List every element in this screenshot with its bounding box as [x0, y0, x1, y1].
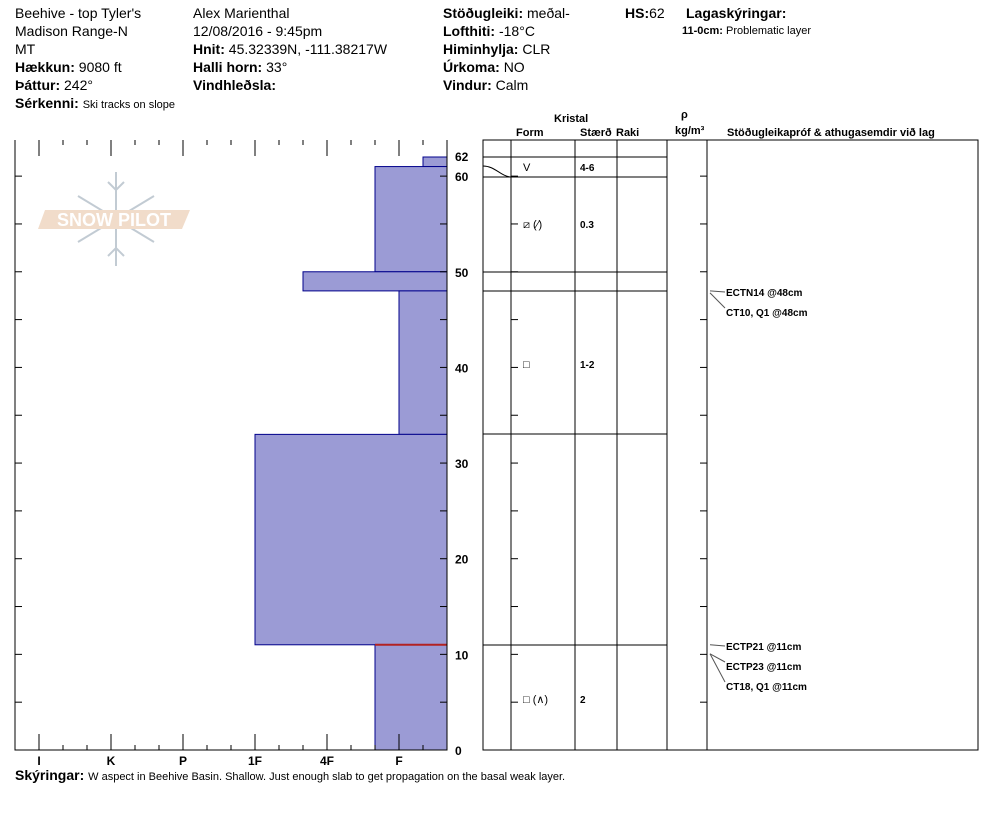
crystal-size: 1-2	[580, 360, 595, 371]
x-tick-label: 4F	[320, 754, 334, 768]
stability-test: ECTN14 @48cm	[726, 288, 803, 299]
air-temp: -18°C	[498, 23, 535, 39]
hardness-bar	[422, 156, 448, 168]
hardness-bar	[302, 271, 448, 292]
y-tick-label: 62	[455, 150, 469, 164]
crystal-size: 0.3	[580, 220, 594, 231]
tests-header: Stöðugleikapróf & athugasemdir við lag	[727, 127, 935, 139]
test-arrow	[709, 653, 726, 663]
footer-text: W aspect in Beehive Basin. Shallow. Just…	[88, 771, 566, 783]
slope: 33°	[266, 59, 288, 75]
precip-label: Úrkoma:	[443, 59, 500, 75]
crystal-size: 2	[580, 695, 586, 706]
crystal-header: Kristal	[554, 113, 589, 125]
stability-test: CT10, Q1 @48cm	[726, 308, 808, 319]
datetime: 12/08/2016 - 9:45pm	[193, 23, 323, 39]
hardness-bar	[254, 433, 448, 646]
hs-label: HS:	[625, 5, 650, 21]
x-tick-label: F	[395, 754, 402, 768]
y-tick-label: 30	[455, 457, 469, 471]
y-tick-label: 40	[455, 361, 469, 375]
wind-loading-label: Vindhleðsla:	[193, 77, 276, 93]
coords: 45.32339N, -111.38217W	[228, 41, 388, 57]
layer-table	[482, 139, 979, 751]
crystal-size: 4-6	[580, 163, 595, 174]
features-label: Sérkenni:	[15, 95, 79, 111]
x-tick-label: I	[37, 754, 40, 768]
hardness-bar	[374, 644, 448, 751]
hs: 62	[649, 5, 665, 21]
crystal-form: ⧄ (⁄)	[523, 219, 542, 231]
x-tick-label: P	[179, 754, 187, 768]
x-tick-label: 1F	[248, 754, 262, 768]
stability-test: CT18, Q1 @11cm	[726, 682, 807, 693]
y-tick-label: 0	[455, 744, 462, 758]
stability-test: ECTP21 @11cm	[726, 642, 801, 653]
location: Beehive - top Tyler's	[15, 5, 142, 21]
test-arrow	[709, 292, 726, 309]
crystal-form: □ (∧)	[523, 694, 548, 706]
coords-label: Hnit:	[193, 41, 225, 57]
range: Madison Range-N	[15, 23, 128, 39]
stability-test: ECTP23 @11cm	[726, 662, 801, 673]
slope-label: Halli horn:	[193, 59, 263, 75]
layer-notes-label: Lagaskýringar:	[686, 5, 787, 21]
x-tick-label: K	[107, 754, 116, 768]
wind-label: Vindur:	[443, 77, 492, 93]
crystal-form: □	[523, 359, 530, 371]
rho-header: ρ	[681, 109, 688, 121]
footer-label: Skýringar:	[15, 767, 85, 783]
air-temp-label: Lofthiti:	[443, 23, 496, 39]
layer-note-range: 11-0cm:	[682, 25, 723, 37]
layer-note: Problematic layer	[726, 25, 812, 37]
y-tick-label: 20	[455, 553, 469, 567]
crystal-form: V	[523, 162, 531, 174]
snowpilot-logo: SNOW PILOT	[38, 172, 190, 266]
test-arrow	[709, 653, 726, 683]
y-tick-label: 50	[455, 266, 469, 280]
state: MT	[15, 41, 36, 57]
logo-text: SNOW PILOT	[57, 210, 171, 230]
elevation: 9080 ft	[78, 59, 122, 75]
hardness-bar	[398, 290, 448, 435]
moisture-header: Raki	[616, 127, 640, 139]
elevation-label: Hækkun:	[15, 59, 75, 75]
aspect-label: Þáttur:	[15, 77, 61, 93]
observer: Alex Marienthal	[193, 5, 290, 21]
aspect: 242°	[64, 77, 93, 93]
hardness-bar	[374, 166, 448, 273]
stability-label: Stöðugleiki:	[443, 5, 524, 21]
features: Ski tracks on slope	[82, 99, 176, 111]
precip: NO	[503, 59, 525, 75]
test-arrow	[709, 644, 726, 647]
y-tick-label: 10	[455, 648, 469, 662]
test-arrow	[709, 290, 726, 293]
wind: Calm	[495, 77, 529, 93]
y-tick-label: 60	[455, 170, 469, 184]
stability: meðal-	[527, 5, 570, 21]
layer-connector	[482, 165, 512, 178]
sky-label: Himinhylja:	[443, 41, 519, 57]
density-unit-header: kg/m³	[675, 125, 705, 137]
sky: CLR	[522, 41, 551, 57]
size-header: Stærð	[580, 127, 612, 139]
form-header: Form	[516, 127, 544, 139]
